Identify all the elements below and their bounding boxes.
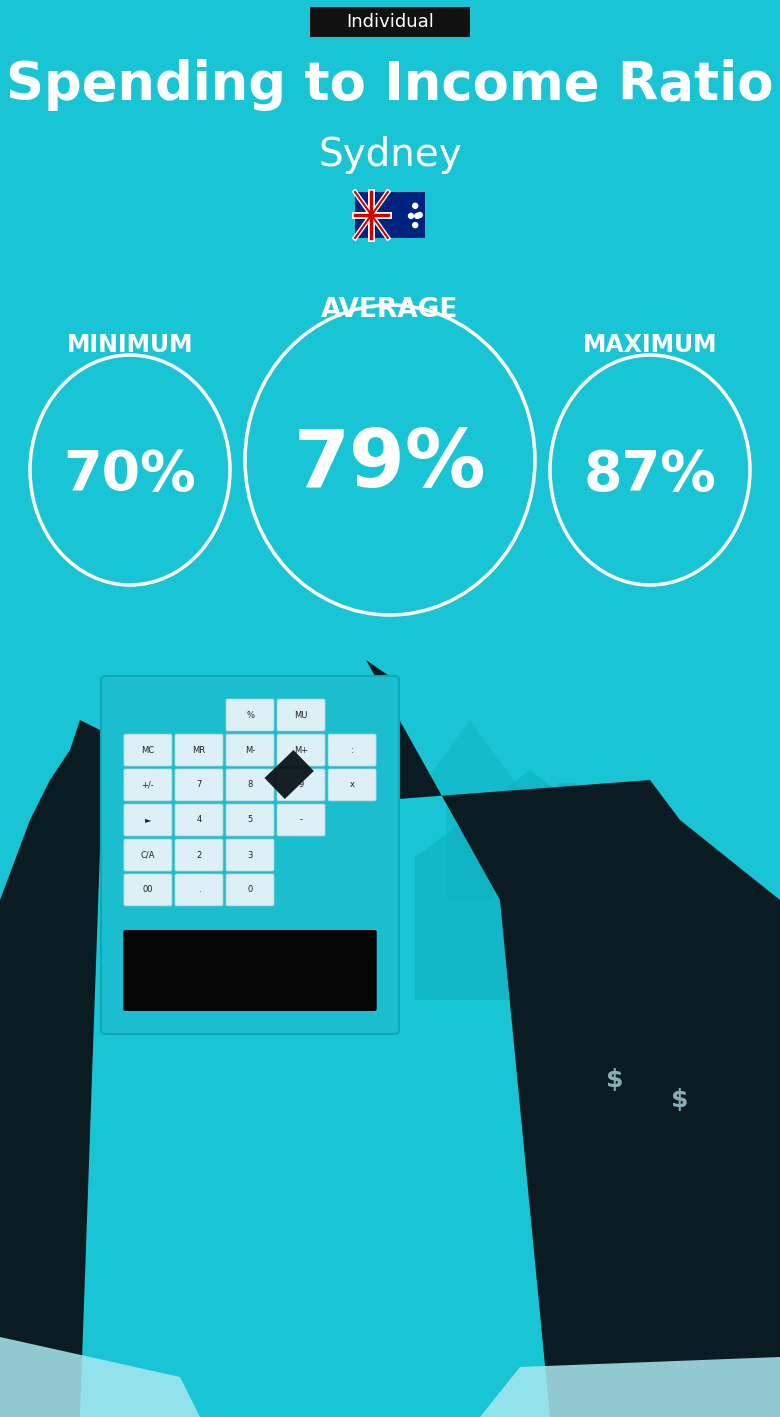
FancyBboxPatch shape [175, 874, 223, 905]
Bar [560, 1066, 650, 1068]
Bar [560, 1061, 650, 1064]
Text: M-: M- [245, 745, 255, 755]
Bar [415, 857, 645, 1000]
Text: 3: 3 [247, 850, 253, 860]
Ellipse shape [625, 1040, 735, 1161]
Text: 8: 8 [247, 781, 253, 789]
Text: Spending to Income Ratio: Spending to Income Ratio [6, 60, 774, 111]
Bar [560, 1058, 650, 1060]
FancyBboxPatch shape [226, 699, 274, 731]
FancyBboxPatch shape [175, 803, 223, 836]
Circle shape [409, 214, 413, 218]
FancyBboxPatch shape [175, 839, 223, 871]
Text: 70%: 70% [64, 448, 197, 502]
Ellipse shape [575, 1034, 655, 1125]
Bar [605, 1023, 625, 1034]
FancyBboxPatch shape [277, 769, 325, 801]
FancyBboxPatch shape [124, 874, 172, 905]
FancyBboxPatch shape [277, 699, 325, 731]
FancyBboxPatch shape [277, 734, 325, 767]
Polygon shape [415, 769, 645, 857]
Text: 5: 5 [247, 816, 253, 825]
FancyBboxPatch shape [124, 839, 172, 871]
Polygon shape [0, 680, 134, 1417]
Bar [558, 784, 576, 818]
Text: ►: ► [144, 816, 151, 825]
Text: M+: M+ [294, 745, 308, 755]
Text: -: - [300, 816, 303, 825]
Bar [355, 191, 425, 238]
Text: 00: 00 [143, 886, 153, 894]
FancyBboxPatch shape [124, 803, 172, 836]
FancyBboxPatch shape [175, 734, 223, 767]
Text: Sydney: Sydney [318, 136, 462, 174]
Text: :: : [351, 745, 353, 755]
Text: 0: 0 [247, 886, 253, 894]
Circle shape [415, 214, 420, 218]
Text: %: % [246, 710, 254, 720]
Text: C/A: C/A [140, 850, 155, 860]
Text: 2: 2 [197, 850, 201, 860]
Text: 4: 4 [197, 816, 201, 825]
Text: 9: 9 [299, 781, 303, 789]
FancyBboxPatch shape [175, 769, 223, 801]
Polygon shape [552, 785, 647, 939]
FancyBboxPatch shape [124, 734, 172, 767]
FancyBboxPatch shape [124, 769, 172, 801]
Bar [666, 1024, 693, 1040]
Circle shape [413, 222, 418, 228]
Circle shape [413, 203, 418, 208]
Circle shape [417, 213, 422, 217]
Text: MC: MC [141, 745, 154, 755]
Text: MR: MR [193, 745, 205, 755]
Text: 7: 7 [197, 781, 202, 789]
Text: $: $ [606, 1068, 624, 1093]
FancyBboxPatch shape [226, 734, 274, 767]
FancyBboxPatch shape [328, 769, 376, 801]
Text: 79%: 79% [294, 427, 486, 504]
Bar [560, 1070, 650, 1100]
Text: +/-: +/- [141, 781, 154, 789]
Text: AVERAGE: AVERAGE [321, 298, 459, 323]
FancyBboxPatch shape [226, 803, 274, 836]
Text: Individual: Individual [346, 13, 434, 31]
Text: x: x [349, 781, 355, 789]
Text: MINIMUM: MINIMUM [67, 333, 193, 357]
FancyBboxPatch shape [123, 930, 377, 1010]
Polygon shape [352, 660, 780, 1417]
Text: 87%: 87% [583, 448, 717, 502]
Text: .: . [197, 886, 200, 894]
Bar [560, 1070, 650, 1073]
FancyBboxPatch shape [328, 734, 376, 767]
FancyBboxPatch shape [226, 839, 274, 871]
Polygon shape [0, 1338, 200, 1417]
Polygon shape [264, 750, 314, 799]
FancyBboxPatch shape [226, 874, 274, 905]
Text: MAXIMUM: MAXIMUM [583, 333, 718, 357]
Polygon shape [415, 720, 525, 900]
Text: $: $ [672, 1088, 689, 1112]
Polygon shape [480, 1357, 780, 1417]
FancyBboxPatch shape [226, 769, 274, 801]
FancyBboxPatch shape [101, 676, 399, 1034]
Bar [310, 7, 470, 37]
Bar [512, 945, 548, 1000]
Text: MU: MU [294, 710, 308, 720]
FancyBboxPatch shape [277, 803, 325, 836]
